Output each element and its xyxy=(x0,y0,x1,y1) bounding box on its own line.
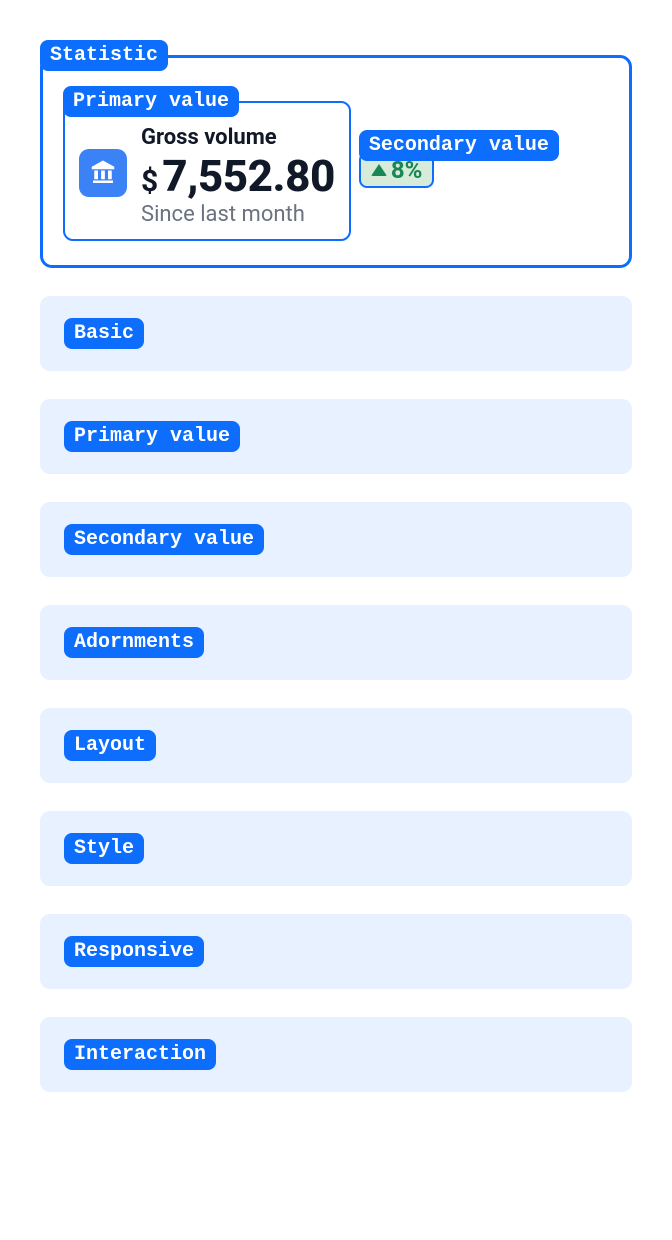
primary-value-tag: Primary value xyxy=(63,86,239,117)
section-style[interactable]: Style xyxy=(40,811,632,886)
section-layout[interactable]: Layout xyxy=(40,708,632,783)
section-secondary-value[interactable]: Secondary value xyxy=(40,502,632,577)
section-tag: Interaction xyxy=(64,1039,216,1070)
secondary-value-tag: Secondary value xyxy=(359,130,559,161)
statistic-panel: Primary value Gross volume xyxy=(40,55,632,268)
section-interaction[interactable]: Interaction xyxy=(40,1017,632,1092)
section-tag: Responsive xyxy=(64,936,204,967)
primary-value-card: Gross volume $ 7,552.80 Since last month xyxy=(63,101,351,241)
bank-icon xyxy=(79,149,127,197)
section-responsive[interactable]: Responsive xyxy=(40,914,632,989)
section-tag: Style xyxy=(64,833,144,864)
section-tag: Primary value xyxy=(64,421,240,452)
secondary-value-region: Secondary value 8% xyxy=(359,130,609,188)
stat-currency: $ xyxy=(141,164,158,199)
section-adornments[interactable]: Adornments xyxy=(40,605,632,680)
statistic-tag: Statistic xyxy=(40,40,168,71)
trend-up-icon xyxy=(371,164,387,176)
section-basic[interactable]: Basic xyxy=(40,296,632,371)
section-tag: Adornments xyxy=(64,627,204,658)
stat-subtitle: Since last month xyxy=(141,202,335,227)
section-tag: Layout xyxy=(64,730,156,761)
section-tag: Basic xyxy=(64,318,144,349)
stat-value-row: $ 7,552.80 xyxy=(141,150,335,202)
primary-value-region: Primary value Gross volume xyxy=(63,86,351,241)
section-tag: Secondary value xyxy=(64,524,264,555)
stat-value: 7,552.80 xyxy=(162,150,335,202)
section-primary-value[interactable]: Primary value xyxy=(40,399,632,474)
stat-title: Gross volume xyxy=(141,125,335,150)
statistic-hero: Statistic Primary value xyxy=(40,40,632,268)
